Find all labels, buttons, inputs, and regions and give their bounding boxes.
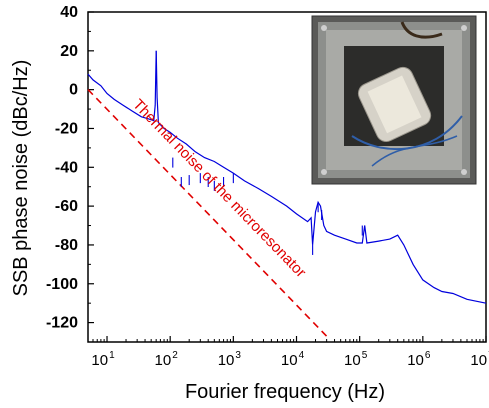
y-tick-label: -40 <box>55 159 78 176</box>
y-tick-label: -120 <box>46 315 78 332</box>
x-axis-ticks: 101 102 103 104 105 106 107 <box>87 336 489 369</box>
thermal-noise-annotation: Thermal noise of the microresonator <box>129 96 309 281</box>
y-tick-label: -100 <box>46 276 78 293</box>
y-tick-label: -60 <box>55 198 78 215</box>
y-axis-title: SSB phase noise (dBc/Hz) <box>10 60 32 297</box>
y-tick-label: 20 <box>60 43 78 60</box>
y-tick-label: -20 <box>55 120 78 137</box>
x-tick-exponent: 1 <box>109 350 115 361</box>
measured-phase-noise-line <box>87 50 487 304</box>
y-tick-label: 0 <box>69 82 78 99</box>
inset-photo <box>311 15 477 185</box>
thermal-noise-line <box>87 89 328 337</box>
y-tick-label: -80 <box>55 237 78 254</box>
x-tick-exponent: 4 <box>299 350 305 361</box>
x-tick-label: 105 <box>344 350 368 369</box>
x-tick-exponent: 5 <box>362 350 368 361</box>
y-tick-label: 40 <box>60 4 78 21</box>
x-tick-exponent: 3 <box>235 350 241 361</box>
x-tick-label: 106 <box>407 350 431 369</box>
y-axis-ticks: 40 20 0 -20 -40 -60 -80 -100 -120 <box>46 4 94 343</box>
x-tick-label: 104 <box>281 350 305 369</box>
x-tick-label: 101 <box>91 350 115 369</box>
x-tick-label: 107 <box>470 350 489 369</box>
x-axis-title: Fourier frequency (Hz) <box>185 381 385 403</box>
x-tick-label: 102 <box>155 350 179 369</box>
x-tick-exponent: 6 <box>425 350 431 361</box>
x-tick-label: 103 <box>218 350 242 369</box>
series-group <box>87 50 487 337</box>
x-tick-exponent: 2 <box>172 350 178 361</box>
